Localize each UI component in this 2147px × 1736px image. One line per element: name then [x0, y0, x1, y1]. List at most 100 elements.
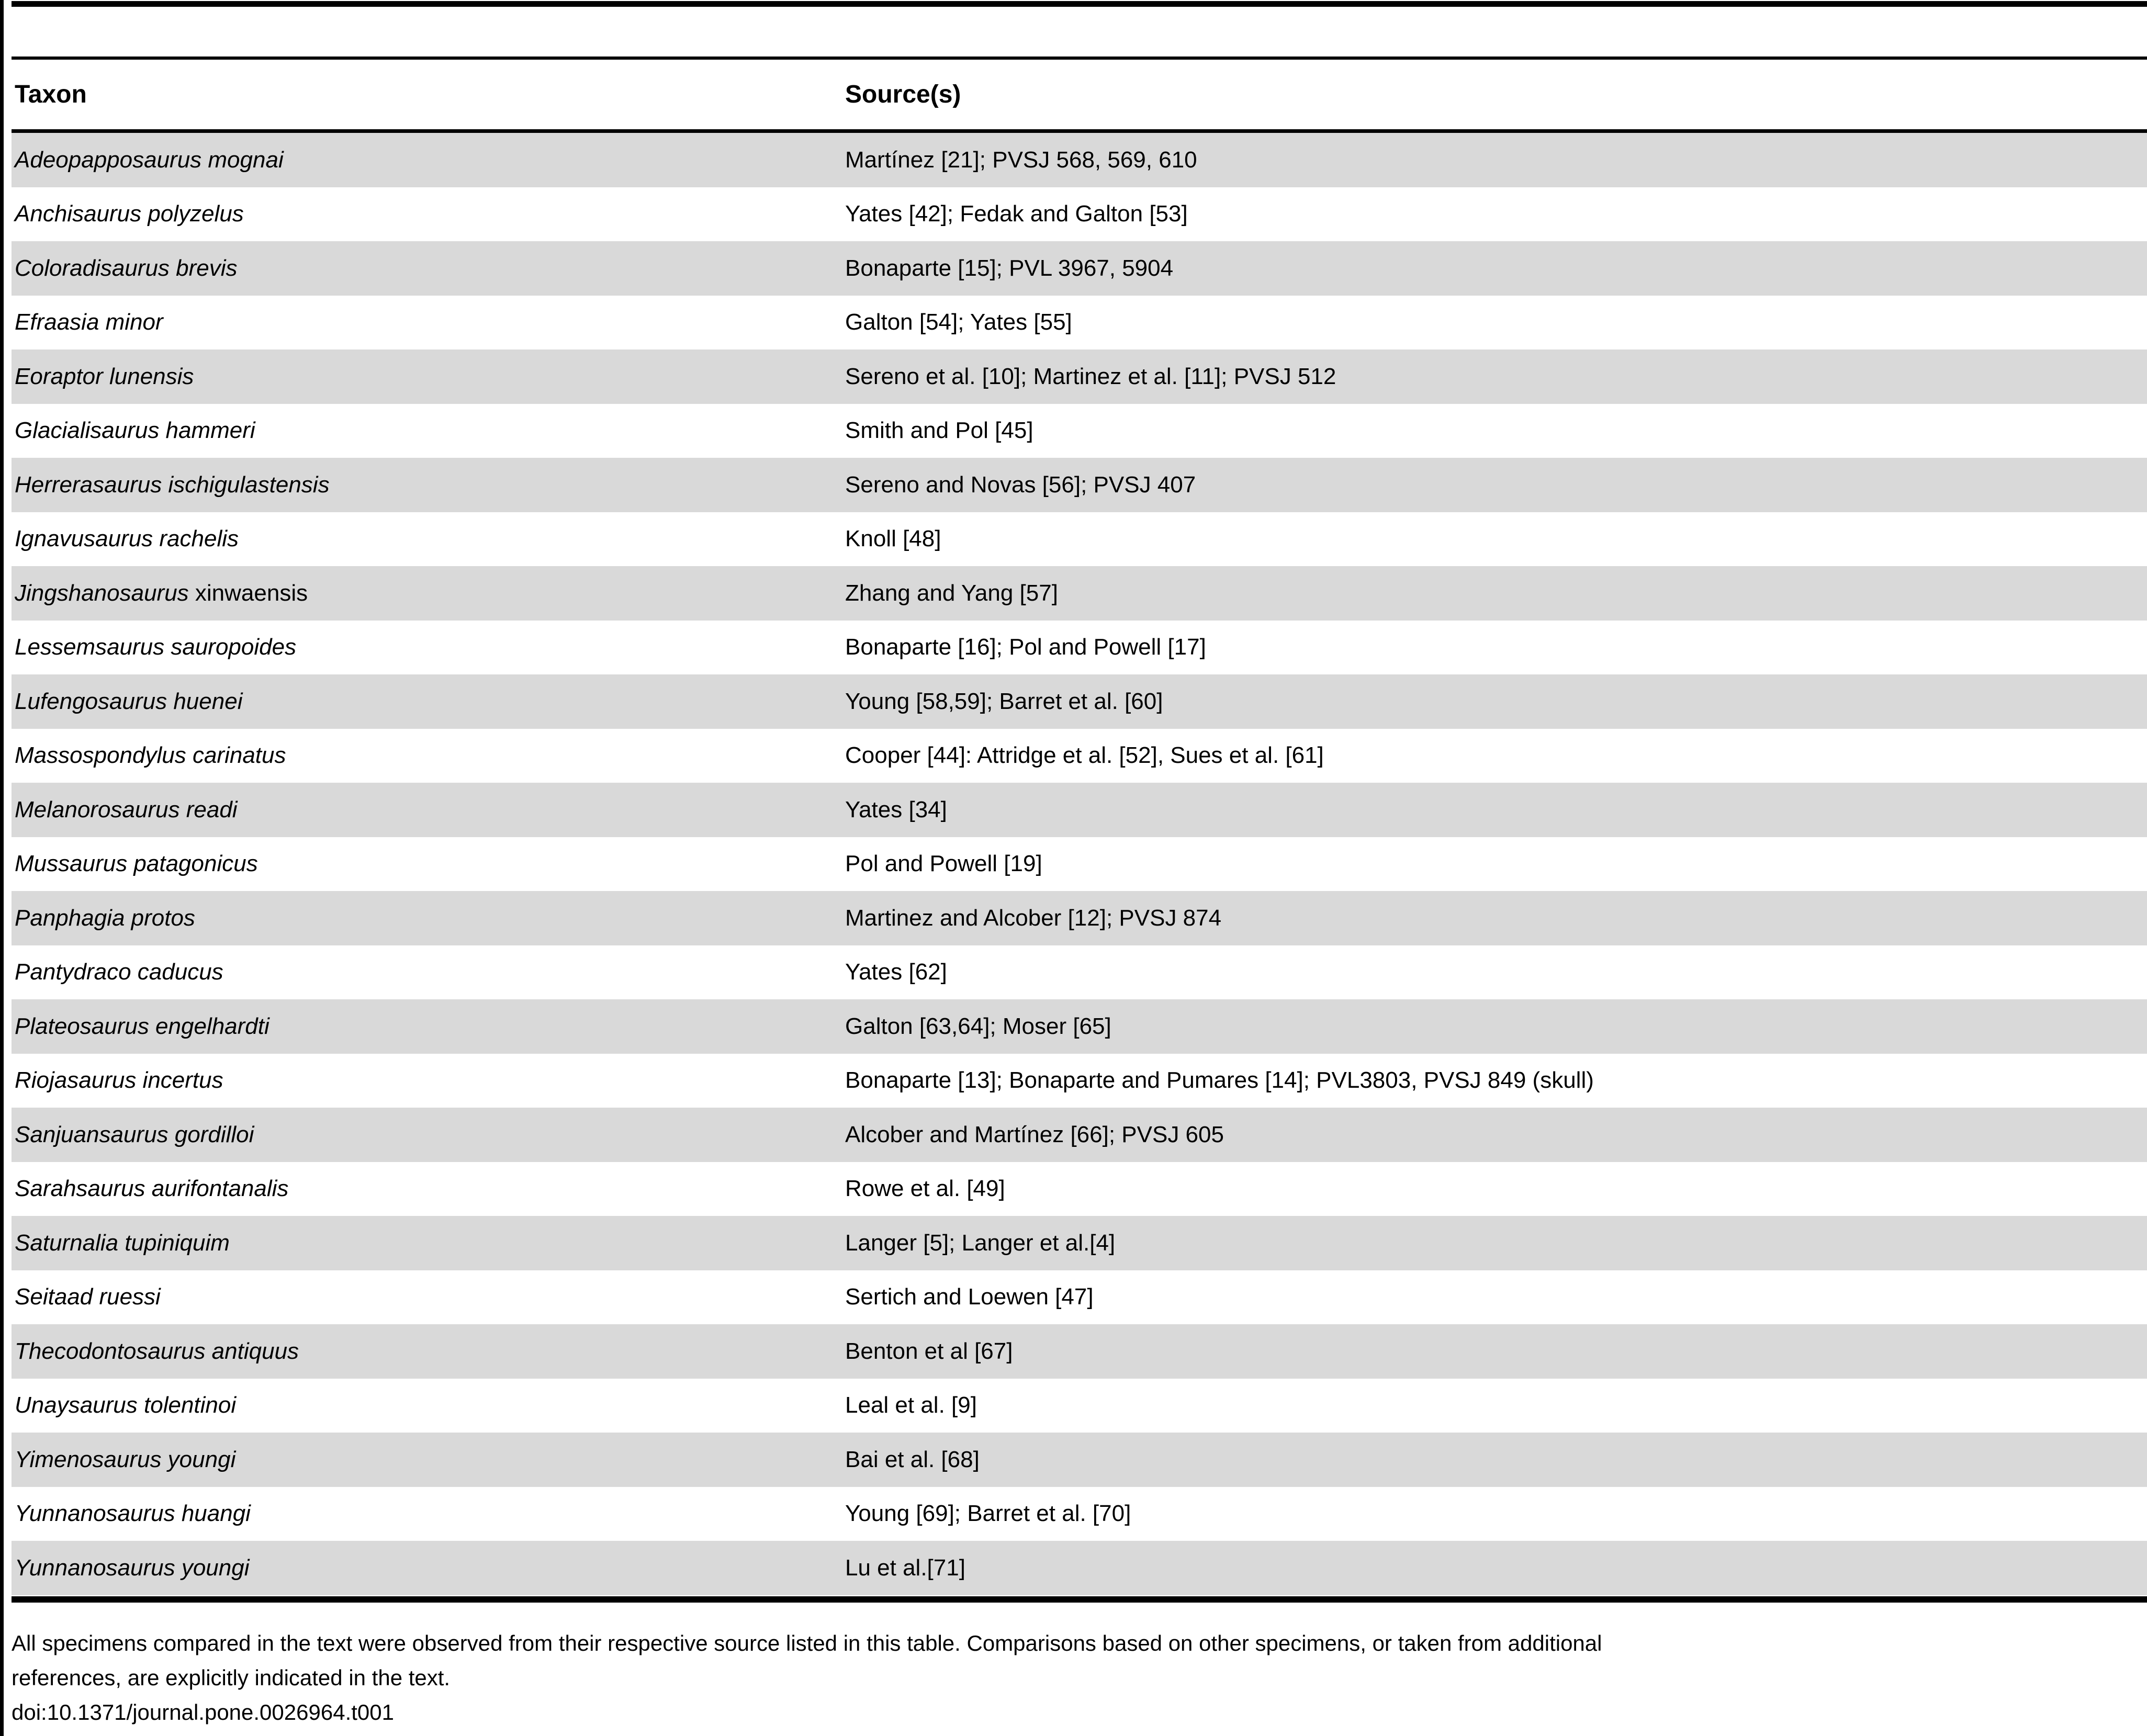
taxon-name-italic: Sanjuansaurus gordilloi — [15, 1121, 254, 1147]
source-cell: Zhang and Yang [57] — [845, 580, 1058, 606]
page-left-border — [0, 0, 4, 1736]
taxon-name-italic: Ignavusaurus rachelis — [15, 526, 239, 552]
taxon-name-italic: Herrerasaurus ischigulastensis — [15, 471, 330, 498]
table-row: Unaysaurus tolentinoi Leal et al. [9] — [12, 1379, 2147, 1433]
taxon-cell: Yunnanosaurus huangi — [12, 1501, 845, 1527]
table-figure: Taxon Source(s) Adeopapposaurus mognai Ma… — [12, 0, 2147, 1730]
taxon-cell: Lessemsaurus sauropoides — [12, 634, 845, 660]
taxon-name-italic: Yimenosaurus youngi — [15, 1446, 236, 1472]
source-cell: Martínez [21]; PVSJ 568, 569, 610 — [845, 146, 1197, 173]
table-row: Glacialisaurus hammeri Smith and Pol [45] — [12, 404, 2147, 458]
table-row: Coloradisaurus brevis Bonaparte [15]; PVL… — [12, 241, 2147, 296]
footnote-line-2: references, are explicitly indicated in … — [12, 1665, 451, 1690]
source-cell: Benton et al [67] — [845, 1338, 1013, 1364]
taxon-name-italic: Jingshanosaurus — [15, 580, 189, 606]
column-header-taxon: Taxon — [15, 81, 87, 108]
table-row: Jingshanosaurus xinwaensis Zhang and Yang… — [12, 566, 2147, 621]
table-body: Adeopapposaurus mognai Martínez [21]; PVS… — [12, 133, 2147, 1595]
taxon-cell: Efraasia minor — [12, 309, 845, 335]
header-rule-bottom — [12, 129, 2147, 133]
taxon-cell: Adeopapposaurus mognai — [12, 147, 845, 173]
source-cell: Galton [54]; Yates [55] — [845, 309, 1072, 335]
table-row: Lufengosaurus huenei Young [58,59]; Barre… — [12, 674, 2147, 729]
source-cell: Sertich and Loewen [47] — [845, 1284, 1094, 1310]
taxon-cell: Seitaad ruessi — [12, 1284, 845, 1310]
taxon-cell: Ignavusaurus rachelis — [12, 526, 845, 552]
source-cell: Smith and Pol [45] — [845, 418, 1033, 444]
taxon-cell: Melanorosaurus readi — [12, 797, 845, 823]
source-cell: Langer [5]; Langer et al.[4] — [845, 1230, 1116, 1256]
taxon-name-italic: Unaysaurus tolentinoi — [15, 1392, 237, 1418]
taxon-name-italic: Thecodontosaurus antiquus — [15, 1338, 299, 1364]
taxon-cell: Jingshanosaurus xinwaensis — [12, 580, 845, 606]
table-row: Pantydraco caducus Yates [62] — [12, 945, 2147, 1000]
table-row: Adeopapposaurus mognai Martínez [21]; PVS… — [12, 133, 2147, 187]
taxon-cell: Mussaurus patagonicus — [12, 851, 845, 877]
source-cell: Bonaparte [16]; Pol and Powell [17] — [845, 634, 1206, 660]
taxon-cell: Massospondylus carinatus — [12, 742, 845, 769]
taxon-cell: Sarahsaurus aurifontanalis — [12, 1176, 845, 1202]
taxon-name-italic: Yunnanosaurus huangi — [15, 1501, 251, 1527]
taxon-name-italic: Lufengosaurus huenei — [15, 688, 243, 714]
table-row: Panphagia protos Martinez and Alcober [12… — [12, 891, 2147, 945]
taxon-name-roman: xinwaensis — [188, 580, 308, 606]
table-row: Yunnanosaurus huangi Young [69]; Barret e… — [12, 1487, 2147, 1541]
column-header-source: Source(s) — [845, 81, 961, 108]
table-row: Lessemsaurus sauropoides Bonaparte [16]; … — [12, 621, 2147, 675]
taxon-cell: Pantydraco caducus — [12, 959, 845, 985]
table-row: Ignavusaurus rachelis Knoll [48] — [12, 512, 2147, 567]
taxon-name-italic: Melanorosaurus readi — [15, 796, 238, 822]
source-cell: Martinez and Alcober [12]; PVSJ 874 — [845, 905, 1222, 931]
source-cell: Bonaparte [15]; PVL 3967, 5904 — [845, 255, 1174, 281]
taxon-name-italic: Sarahsaurus aurifontanalis — [15, 1176, 289, 1202]
taxon-name-italic: Eoraptor lunensis — [15, 363, 194, 389]
taxon-cell: Panphagia protos — [12, 905, 845, 931]
table-row: Yunnanosaurus youngi Lu et al.[71] — [12, 1541, 2147, 1595]
source-cell: Young [58,59]; Barret et al. [60] — [845, 688, 1163, 714]
source-cell: Galton [63,64]; Moser [65] — [845, 1013, 1111, 1039]
source-cell: Yates [62] — [845, 959, 947, 985]
taxon-cell: Lufengosaurus huenei — [12, 689, 845, 715]
table-row: Eoraptor lunensis Sereno et al. [10]; Mar… — [12, 350, 2147, 404]
source-cell: Knoll [48] — [845, 526, 941, 552]
taxon-cell: Riojasaurus incertus — [12, 1067, 845, 1094]
taxon-name-italic: Pantydraco caducus — [15, 959, 223, 985]
table-row: Yimenosaurus youngi Bai et al. [68] — [12, 1433, 2147, 1487]
taxon-name-italic: Lessemsaurus sauropoides — [15, 634, 297, 660]
source-cell: Sereno and Novas [56]; PVSJ 407 — [845, 471, 1196, 498]
header-gap — [12, 7, 2147, 57]
header-rule-top — [12, 57, 2147, 60]
table-top-rule — [12, 1, 2147, 7]
source-cell: Pol and Powell [19] — [845, 851, 1042, 877]
taxon-name-italic: Coloradisaurus brevis — [15, 255, 238, 281]
table-row: Seitaad ruessi Sertich and Loewen [47] — [12, 1270, 2147, 1325]
table-row: Massospondylus carinatus Cooper [44]: Att… — [12, 729, 2147, 783]
table-row: Melanorosaurus readi Yates [34] — [12, 783, 2147, 837]
taxon-cell: Anchisaurus polyzelus — [12, 201, 845, 227]
taxon-name-italic: Anchisaurus polyzelus — [15, 201, 244, 227]
taxon-cell: Glacialisaurus hammeri — [12, 418, 845, 444]
source-cell: Leal et al. [9] — [845, 1392, 977, 1418]
taxon-name-italic: Adeopapposaurus mognai — [15, 146, 284, 173]
source-cell: Yates [42]; Fedak and Galton [53] — [845, 201, 1188, 227]
source-cell: Bonaparte [13]; Bonaparte and Pumares [1… — [845, 1067, 1594, 1094]
source-cell: Lu et al.[71] — [845, 1554, 965, 1581]
taxon-cell: Sanjuansaurus gordilloi — [12, 1122, 845, 1148]
taxon-name-italic: Seitaad ruessi — [15, 1284, 161, 1310]
taxon-cell: Yunnanosaurus youngi — [12, 1555, 845, 1581]
source-cell: Cooper [44]: Attridge et al. [52], Sues … — [845, 742, 1324, 769]
taxon-cell: Unaysaurus tolentinoi — [12, 1392, 845, 1418]
table-row: Riojasaurus incertus Bonaparte [13]; Bona… — [12, 1054, 2147, 1108]
footnote-line-1: All specimens compared in the text were … — [12, 1630, 1602, 1655]
taxon-cell: Thecodontosaurus antiquus — [12, 1338, 845, 1365]
taxon-name-italic: Panphagia protos — [15, 905, 195, 931]
source-cell: Yates [34] — [845, 796, 947, 822]
taxon-cell: Saturnalia tupiniquim — [12, 1230, 845, 1256]
taxon-name-italic: Mussaurus patagonicus — [15, 851, 258, 877]
table-row: Sanjuansaurus gordilloi Alcober and Martí… — [12, 1108, 2147, 1162]
table-row: Mussaurus patagonicus Pol and Powell [19] — [12, 837, 2147, 892]
taxon-cell: Herrerasaurus ischigulastensis — [12, 472, 845, 498]
taxon-name-italic: Glacialisaurus hammeri — [15, 418, 255, 444]
source-cell: Bai et al. [68] — [845, 1446, 980, 1472]
table-row: Efraasia minor Galton [54]; Yates [55] — [12, 296, 2147, 350]
